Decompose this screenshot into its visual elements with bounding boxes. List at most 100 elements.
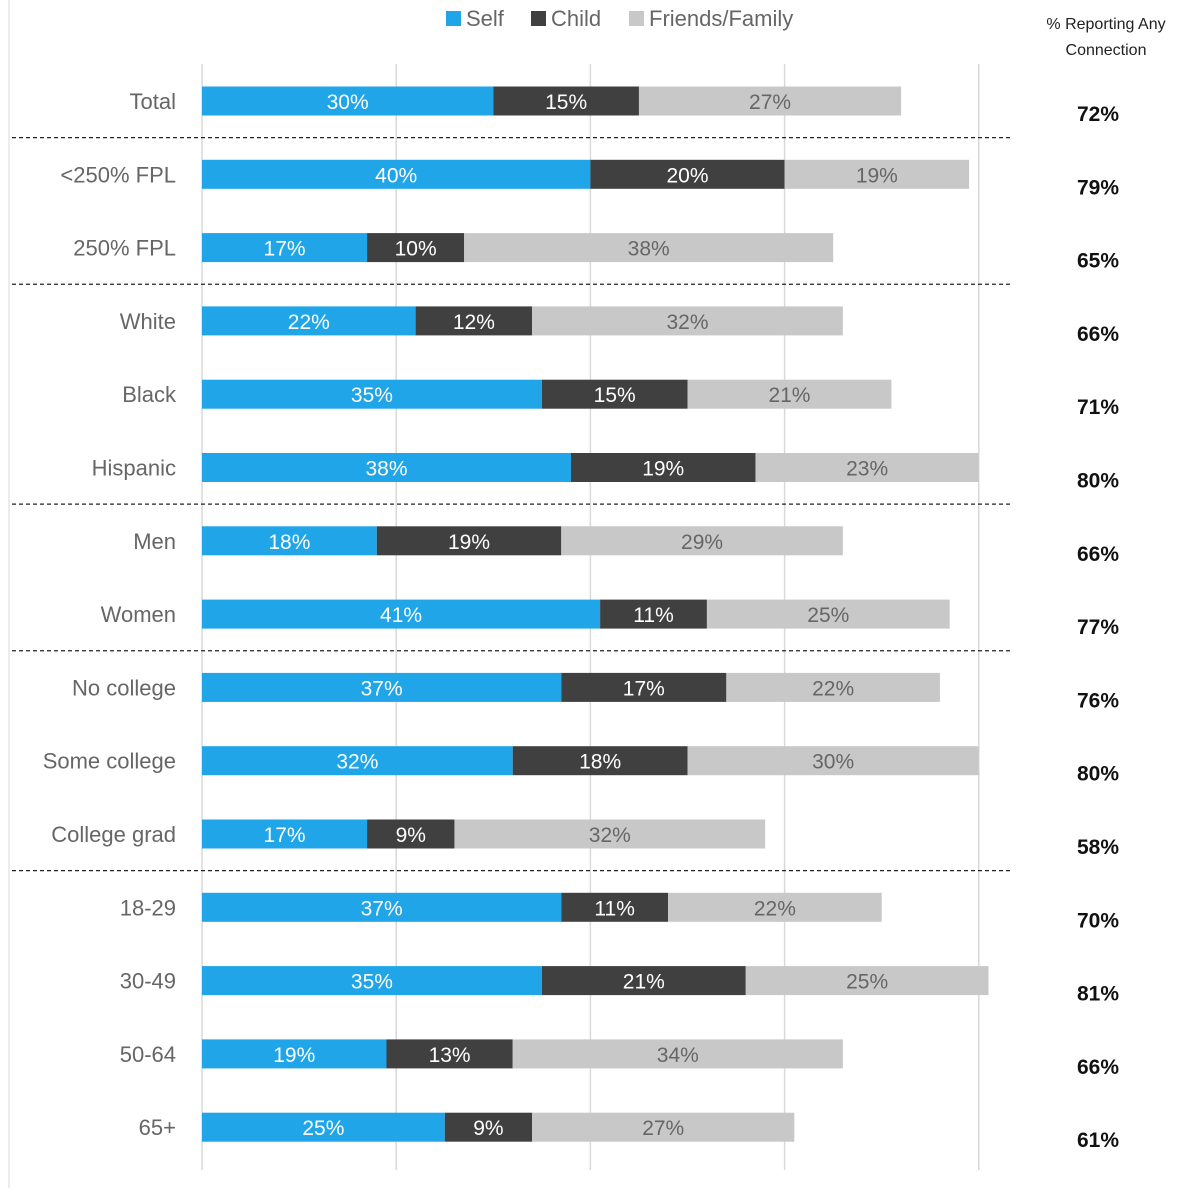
bar-segment-self <box>202 526 377 556</box>
data-label: 22% <box>754 897 796 920</box>
data-label: 38% <box>628 238 670 261</box>
data-label: 13% <box>429 1044 471 1067</box>
totals-header-line-2: Connection <box>1066 42 1147 59</box>
bar-segment-child <box>561 672 727 702</box>
bar-segment-self <box>202 599 601 629</box>
bar-segment-friends-family <box>668 892 882 922</box>
bar-segment-self <box>202 233 368 263</box>
data-label: 18% <box>268 531 310 554</box>
bar-segment-child <box>541 966 746 996</box>
bar-segment-self <box>202 1112 445 1142</box>
bar-segment-self <box>202 892 562 922</box>
data-label: 19% <box>642 458 684 481</box>
category-label: 65+ <box>139 1115 176 1140</box>
bar-segment-friends-family <box>512 1039 843 1069</box>
data-label: 21% <box>768 384 810 407</box>
data-label: 15% <box>545 91 587 114</box>
bar-segment-friends-family <box>454 819 766 849</box>
data-label: 40% <box>375 164 417 187</box>
category-label: 50-64 <box>120 1042 176 1067</box>
total-value: 66% <box>1077 1056 1119 1079</box>
bar-segment-self <box>202 819 368 849</box>
legend-swatch-3 <box>629 11 644 26</box>
data-label: 34% <box>657 1044 699 1067</box>
legend-swatch-1 <box>446 11 461 26</box>
data-label: 32% <box>336 751 378 774</box>
total-value: 71% <box>1077 396 1119 419</box>
bar-segment-self <box>202 672 562 702</box>
data-label: 23% <box>846 458 888 481</box>
bar-segment-self <box>202 966 542 996</box>
total-value: 76% <box>1077 689 1119 712</box>
bar-segment-friends-family <box>706 599 950 629</box>
total-value: 81% <box>1077 983 1119 1006</box>
bar-segment-child <box>493 86 639 116</box>
bar-segment-self <box>202 1039 387 1069</box>
bar-segment-child <box>376 526 562 556</box>
data-label: 10% <box>395 238 437 261</box>
bar-segment-friends-family <box>638 86 902 116</box>
data-label: 11% <box>594 897 634 920</box>
total-value: 77% <box>1077 616 1119 639</box>
category-label: Women <box>101 602 176 627</box>
bar-segment-self <box>202 746 513 776</box>
data-label: 25% <box>807 604 849 627</box>
total-value: 58% <box>1077 836 1119 859</box>
data-label: 11% <box>633 604 673 627</box>
data-label: 32% <box>666 311 708 334</box>
data-label: 19% <box>448 531 490 554</box>
total-value: 65% <box>1077 250 1119 273</box>
category-label: 30-49 <box>120 969 176 994</box>
data-label: 27% <box>749 91 791 114</box>
bar-segment-self <box>202 159 591 189</box>
data-label: 30% <box>812 751 854 774</box>
data-label: 20% <box>666 164 708 187</box>
data-label: 12% <box>453 311 495 334</box>
bar-segment-friends-family <box>532 306 843 336</box>
legend-swatch-2 <box>531 11 546 26</box>
total-value: 66% <box>1077 323 1119 346</box>
data-label: 19% <box>856 164 898 187</box>
category-label: 250% FPL <box>73 236 176 261</box>
bar-segment-child <box>367 819 455 849</box>
category-label: No college <box>72 675 176 700</box>
data-label: 21% <box>623 971 665 994</box>
bar-segment-self <box>202 86 494 116</box>
category-label: Total <box>130 89 176 114</box>
category-label: Black <box>122 382 177 407</box>
data-label: 37% <box>361 897 403 920</box>
bar-segment-friends-family <box>532 1112 795 1142</box>
bar-segment-friends-family <box>561 526 843 556</box>
data-label: 18% <box>579 751 621 774</box>
total-value: 70% <box>1077 909 1119 932</box>
bar-segment-child <box>386 1039 513 1069</box>
totals-header-line-1: % Reporting Any <box>1046 16 1165 33</box>
total-value: 61% <box>1077 1129 1119 1152</box>
bar-segment-child <box>561 892 669 922</box>
bar-segment-self <box>202 453 571 482</box>
bar-segment-child <box>444 1112 533 1142</box>
data-label: 17% <box>264 824 306 847</box>
bar-segment-child <box>570 453 756 482</box>
legend-label-2: Child <box>551 6 601 31</box>
bar-segment-self <box>202 379 542 409</box>
category-label: College grad <box>51 822 176 847</box>
data-label: 41% <box>380 604 422 627</box>
bar-segment-child <box>600 599 707 629</box>
total-value: 80% <box>1077 763 1119 786</box>
data-label: 27% <box>642 1117 684 1140</box>
data-label: 17% <box>264 238 306 261</box>
data-label: 9% <box>473 1117 503 1140</box>
category-label: <250% FPL <box>60 162 176 187</box>
bar-segment-child <box>590 159 785 189</box>
total-value: 79% <box>1077 176 1119 199</box>
category-label: 18-29 <box>120 895 176 920</box>
data-label: 25% <box>302 1117 344 1140</box>
bar-segment-friends-family <box>755 453 979 482</box>
data-label: 29% <box>681 531 723 554</box>
data-label: 30% <box>327 91 369 114</box>
category-label: Men <box>133 529 176 554</box>
data-label: 35% <box>351 384 393 407</box>
